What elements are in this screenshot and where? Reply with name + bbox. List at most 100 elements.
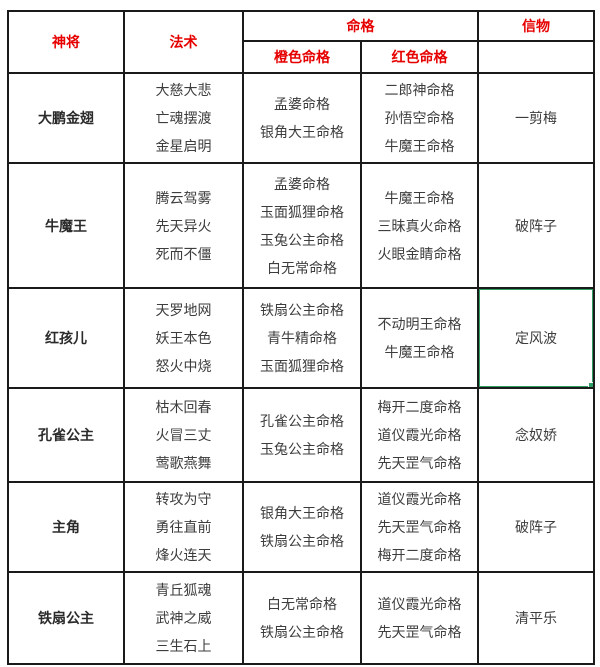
general-cell[interactable]: 红孩儿 [7,287,125,389]
skills-cell[interactable]: 转攻为守勇往直前烽火连天 [123,481,244,573]
orange-fate-item: 铁扇公主命格 [260,302,344,318]
token-name: 清平乐 [515,610,557,626]
red-fate-item: 梅开二度命格 [377,399,462,415]
token-name: 破阵子 [515,519,557,535]
skill-item: 青丘狐魂 [155,582,212,598]
red-fates-cell[interactable]: 二郎神命格 孙悟空命格 牛魔王命格 [360,72,479,164]
orange-fate-item: 银角大王命格 [260,505,344,521]
red-fate-item: 先天罡气命格 [377,455,462,471]
header-token-empty[interactable] [477,40,595,74]
red-fate-item: 道仪霞光命格 [377,427,462,443]
general-name: 主角 [52,519,80,535]
orange-fate-item: 孟婆命格 [274,96,330,112]
skill-item: 先天异火 [155,217,212,234]
red-fates-cell[interactable]: 牛魔王命格 三昧真火命格 火眼金睛命格 [360,162,479,289]
orange-fate-item: 玉面狐狸命格 [260,203,344,220]
table-row: 铁扇公主 青丘狐魂 武神之威 三生石上 白无常命格 铁扇公主命格 道仪霞光命格 先天罡气… [7,571,595,665]
general-cell[interactable]: 铁扇公主 [7,571,125,665]
header-token[interactable]: 信物 [477,10,595,42]
token-name: 破阵子 [515,217,557,234]
red-fate-item: 孙悟空命格 [384,110,455,126]
token-name: 一剪梅 [515,110,557,126]
orange-fates-cell[interactable]: 孟婆命格玉面狐狸命格 玉兔公主命格 白无常命格 [242,162,362,289]
red-fate-item: 二郎神命格 [384,82,455,98]
header-fate-red[interactable]: 红色命格 [360,40,479,74]
skills-cell[interactable]: 大慈大悲亡魂摆渡金星启明 [123,72,244,164]
general-name: 红孩儿 [45,330,87,346]
token-cell[interactable]: 清平乐 [477,571,595,665]
skills-cell[interactable]: 天罗地网妖王本色怒火中烧 [123,287,244,389]
skills-cell[interactable]: 青丘狐魂 武神之威 三生石上 [123,571,244,665]
orange-fate-item: 玉兔公主命格 [260,441,344,457]
fate-table: 神将 法术 命格 信物 橙色命格 红色命格 大鹏金翅 大慈大悲 亡魂摆渡 金星启明 … [7,10,595,665]
header-skills[interactable]: 法术 [123,10,244,74]
general-name: 铁扇公主 [38,610,94,626]
header-fate-orange[interactable]: 橙色命格 [242,40,362,74]
general-cell[interactable]: 孔雀公主 [7,387,125,483]
skill-item: 大慈大悲 [155,82,212,98]
red-fates-cell[interactable]: 道仪霞光命格 先天罡气命格 [360,571,479,665]
skill-item: 亡魂摆渡 [155,110,212,126]
orange-fate-item: 白无常命格 [267,596,337,612]
red-fate-item: 梅开二度命格 [377,547,462,563]
red-fate-item: 牛魔王命格 [384,344,455,360]
orange-fate-item: 玉面狐狸命格 [260,358,344,374]
general-cell[interactable]: 牛魔王 [7,162,125,289]
table-row: 主角 转攻为守勇往直前烽火连天 银角大王命格 铁扇公主命格 道仪霞光命格 先天罡气命… [7,481,595,573]
general-cell[interactable]: 大鹏金翅 [7,72,125,164]
red-fate-item: 火眼金睛命格 [377,245,462,262]
skill-item: 怒火中烧 [155,358,212,374]
skill-item: 天罗地网 [155,302,212,318]
orange-fate-item: 青牛精命格 [267,330,337,346]
cell-selection-border [480,290,592,386]
skill-item: 妖王本色 [155,330,212,346]
skill-item: 死而不僵 [155,245,212,262]
header-row-2: 橙色命格 红色命格 [8,40,595,74]
header-row-1: 神将 法术 命格 信物 [7,10,595,74]
table-row: 红孩儿 天罗地网妖王本色怒火中烧 铁扇公主命格 青牛精命格玉面狐狸命格 不动明王命… [7,287,595,389]
orange-fates-cell[interactable]: 孔雀公主命格 玉兔公主命格 [242,387,362,483]
orange-fates-cell[interactable]: 铁扇公主命格 青牛精命格玉面狐狸命格 [242,287,362,389]
skill-item: 武神之威 [155,610,212,626]
orange-fate-item: 孟婆命格 [274,175,330,192]
selection-fill-handle[interactable] [588,382,592,386]
token-name: 念奴娇 [515,427,557,443]
token-cell[interactable]: 破阵子 [477,481,595,573]
skill-item: 金星启明 [155,138,212,154]
red-fates-cell[interactable]: 道仪霞光命格 先天罡气命格 梅开二度命格 [360,481,479,573]
orange-fates-cell[interactable]: 孟婆命格 银角大王命格 [242,72,362,164]
token-cell[interactable]: 一剪梅 [477,72,595,164]
red-fate-item: 先天罡气命格 [377,519,462,535]
orange-fate-item: 铁扇公主命格 [260,624,344,640]
orange-fates-cell[interactable]: 银角大王命格 铁扇公主命格 [242,481,362,573]
table-row: 牛魔王 腾云驾雾先天异火死而不僵 孟婆命格玉面狐狸命格 玉兔公主命格 白无常命格 牛… [7,162,595,289]
orange-fate-item: 玉兔公主命格 [260,231,344,248]
header-fate[interactable]: 命格 [242,10,479,42]
orange-fate-item: 白无常命格 [267,259,337,276]
header-general[interactable]: 神将 [7,10,125,74]
orange-fate-item: 孔雀公主命格 [260,413,344,429]
skill-item: 枯木回春 [155,399,212,415]
general-name: 牛魔王 [45,217,87,234]
general-name: 大鹏金翅 [38,110,94,126]
red-fates-cell[interactable]: 不动明王命格 牛魔王命格 [360,287,479,389]
red-fate-item: 先天罡气命格 [377,624,462,640]
red-fates-cell[interactable]: 梅开二度命格 道仪霞光命格 先天罡气命格 [360,387,479,483]
skill-item: 莺歌燕舞 [155,455,212,471]
skill-item: 勇往直前 [155,519,212,535]
token-cell[interactable]: 念奴娇 [477,387,595,483]
skill-item: 腾云驾雾 [155,189,212,206]
skill-item: 烽火连天 [155,547,212,563]
red-fate-item: 道仪霞光命格 [377,491,462,507]
skills-cell[interactable]: 腾云驾雾先天异火死而不僵 [123,162,244,289]
orange-fates-cell[interactable]: 白无常命格铁扇公主命格 [242,571,362,665]
skills-cell[interactable]: 枯木回春 火冒三丈 莺歌燕舞 [123,387,244,483]
token-cell[interactable]: 定风波 [477,287,595,389]
general-cell[interactable]: 主角 [7,481,125,573]
token-name: 定风波 [515,330,557,346]
general-name: 孔雀公主 [38,427,94,443]
token-cell[interactable]: 破阵子 [477,162,595,289]
skill-item: 转攻为守 [155,491,212,507]
table-row: 孔雀公主 枯木回春 火冒三丈 莺歌燕舞 孔雀公主命格 玉兔公主命格 梅开二度命格 道仪霞… [7,387,595,483]
